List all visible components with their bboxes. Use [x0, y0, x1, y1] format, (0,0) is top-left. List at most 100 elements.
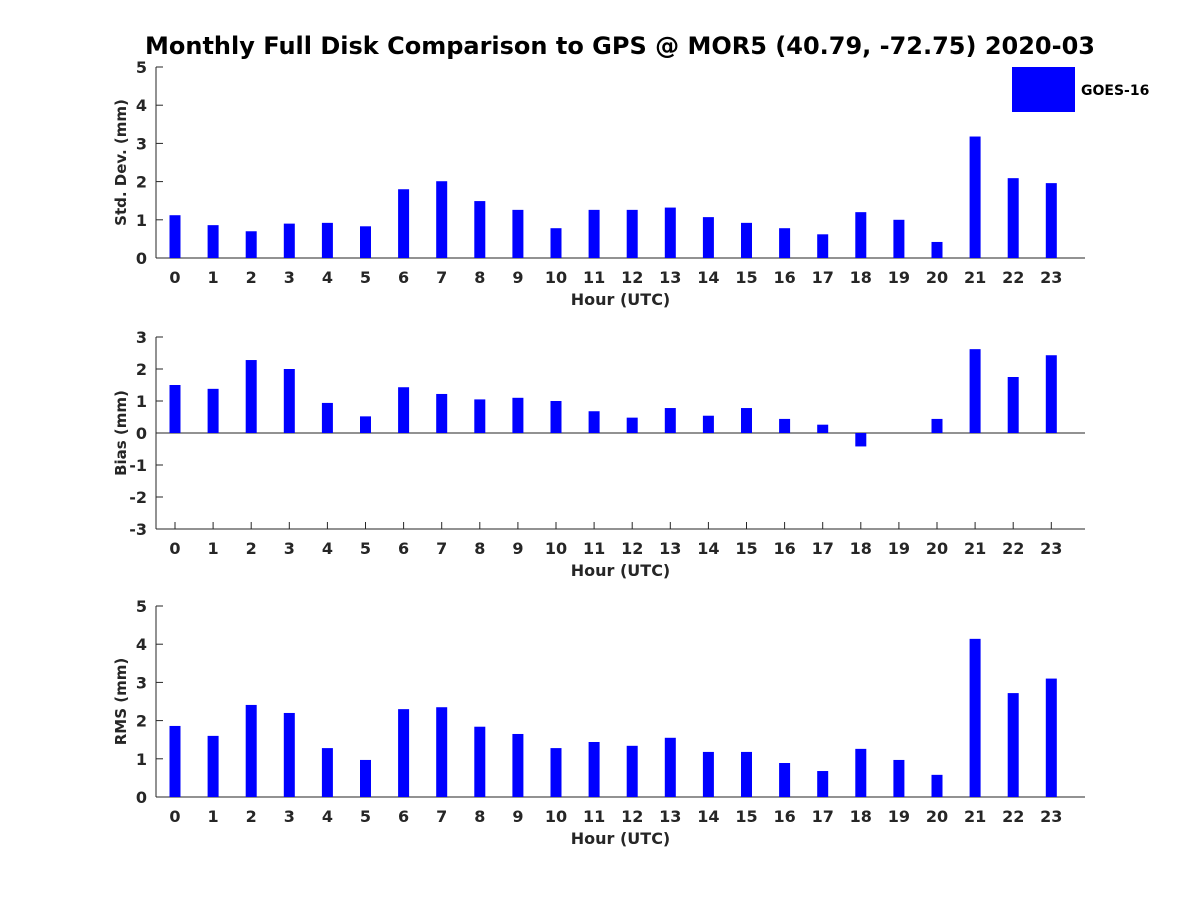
bar-hour-18	[855, 748, 867, 797]
x-tick-label: 19	[888, 268, 910, 287]
x-tick-label: 9	[512, 807, 523, 826]
bar-hour-16	[779, 228, 791, 258]
y-tick-label: 3	[136, 134, 147, 153]
y-tick-label: 1	[136, 750, 147, 769]
x-axis-label: Hour (UTC)	[571, 290, 671, 309]
bar-hour-15	[741, 222, 752, 258]
x-tick-label: 11	[583, 539, 605, 558]
bar-hour-2	[245, 231, 257, 258]
x-tick-label: 12	[621, 539, 643, 558]
x-tick-label: 17	[812, 539, 834, 558]
bar-hour-13	[664, 207, 676, 258]
x-tick-label: 12	[621, 807, 643, 826]
bar-hour-14	[702, 751, 714, 797]
y-axis-label: Std. Dev. (mm)	[112, 99, 130, 226]
bar-hour-21	[969, 349, 981, 433]
x-tick-label: 5	[360, 268, 371, 287]
x-tick-label: 16	[773, 268, 795, 287]
bar-hour-1	[207, 388, 219, 433]
x-tick-label: 14	[697, 539, 719, 558]
bar-hour-9	[512, 397, 524, 433]
bar-hour-5	[360, 416, 371, 433]
y-tick-label: 5	[136, 58, 147, 77]
y-tick-label: 1	[136, 211, 147, 230]
y-tick-label: -1	[129, 456, 147, 475]
x-tick-label: 4	[322, 539, 333, 558]
bar-hour-13	[664, 737, 676, 797]
x-tick-label: 3	[284, 807, 295, 826]
x-tick-label: 8	[474, 268, 485, 287]
bar-hour-3	[283, 223, 295, 258]
bar-hour-8	[474, 726, 486, 797]
x-tick-label: 1	[208, 539, 219, 558]
y-tick-label: 3	[136, 673, 147, 692]
y-tick-label: 4	[136, 96, 147, 115]
bar-hour-7	[436, 393, 448, 433]
bar-hour-23	[1045, 678, 1057, 797]
x-tick-label: 0	[169, 268, 180, 287]
x-tick-label: 23	[1040, 539, 1062, 558]
y-axis-label: Bias (mm)	[112, 390, 130, 476]
bar-hour-22	[1007, 377, 1019, 433]
bar-hour-3	[283, 712, 295, 797]
y-tick-label: 0	[136, 249, 147, 268]
x-tick-label: 17	[812, 807, 834, 826]
y-tick-label: -3	[129, 520, 147, 539]
bar-hour-11	[588, 209, 600, 258]
bar-hour-11	[588, 411, 600, 433]
bar-hour-9	[512, 209, 524, 258]
bar-hour-21	[969, 638, 981, 797]
bar-hour-16	[779, 763, 791, 797]
x-tick-label: 19	[888, 807, 910, 826]
y-tick-label: 3	[136, 328, 147, 347]
bar-hour-0	[169, 385, 181, 433]
bar-hour-21	[969, 136, 981, 258]
x-tick-label: 22	[1002, 539, 1024, 558]
x-tick-label: 0	[169, 539, 180, 558]
bar-hour-2	[245, 704, 257, 797]
y-tick-label: 2	[136, 360, 147, 379]
y-axis-label: RMS (mm)	[112, 658, 130, 745]
bar-hour-5	[360, 226, 371, 258]
x-tick-label: 18	[850, 807, 872, 826]
bar-hour-5	[360, 759, 371, 797]
x-tick-label: 21	[964, 539, 986, 558]
chart-title: Monthly Full Disk Comparison to GPS @ MO…	[145, 32, 1095, 60]
x-tick-label: 1	[208, 268, 219, 287]
y-tick-label: -2	[129, 488, 147, 507]
bar-hour-23	[1045, 355, 1057, 433]
x-axis-label: Hour (UTC)	[571, 561, 671, 580]
x-tick-label: 21	[964, 807, 986, 826]
bar-hour-20	[931, 774, 943, 797]
bar-hour-0	[169, 215, 181, 258]
x-tick-label: 9	[512, 539, 523, 558]
x-tick-label: 5	[360, 807, 371, 826]
bar-hour-23	[1045, 183, 1057, 258]
x-tick-label: 7	[436, 539, 447, 558]
x-tick-label: 20	[926, 268, 948, 287]
bar-hour-10	[550, 401, 562, 433]
bar-hour-14	[702, 415, 714, 433]
bar-hour-6	[398, 387, 410, 433]
x-tick-label: 6	[398, 539, 409, 558]
legend-swatch	[1012, 67, 1075, 112]
bar-hour-13	[664, 408, 676, 433]
bar-hour-4	[321, 222, 333, 258]
y-tick-label: 5	[136, 597, 147, 616]
x-tick-label: 6	[398, 807, 409, 826]
x-tick-label: 2	[246, 807, 257, 826]
x-tick-label: 9	[512, 268, 523, 287]
bar-hour-22	[1007, 693, 1019, 797]
bar-hour-8	[474, 399, 486, 433]
bar-hour-22	[1007, 178, 1019, 258]
bar-hour-10	[550, 228, 562, 258]
x-tick-label: 13	[659, 807, 681, 826]
x-tick-label: 3	[284, 268, 295, 287]
x-tick-label: 19	[888, 539, 910, 558]
bar-hour-15	[741, 408, 752, 433]
bar-hour-7	[436, 181, 448, 258]
x-tick-label: 10	[545, 807, 567, 826]
x-tick-label: 14	[697, 268, 719, 287]
